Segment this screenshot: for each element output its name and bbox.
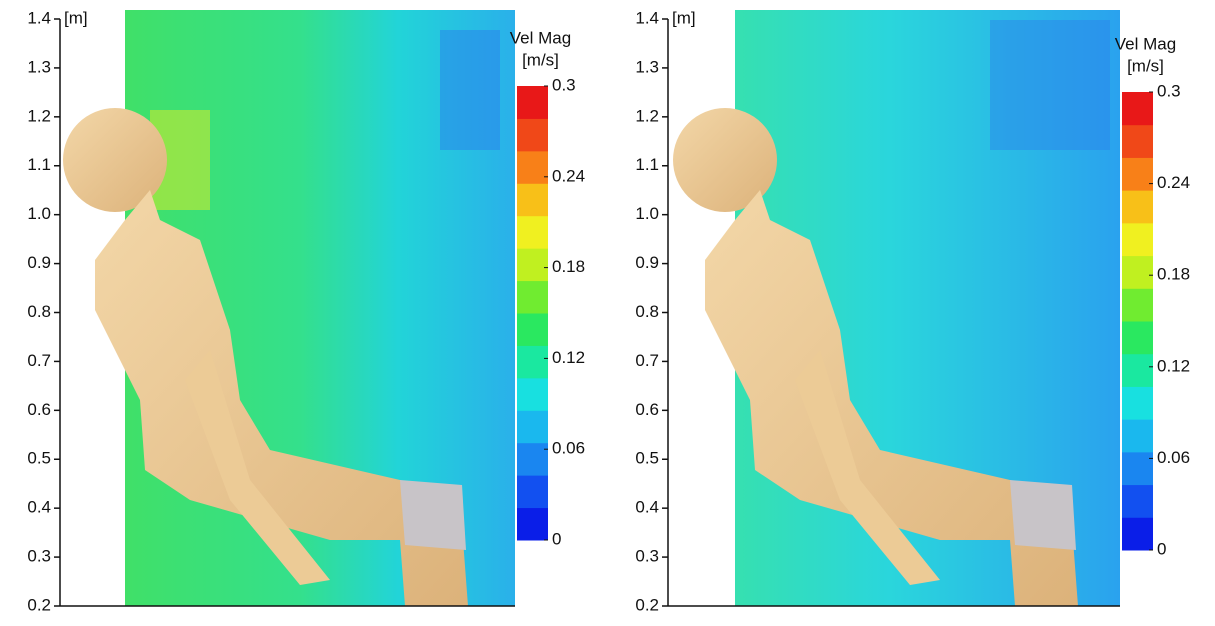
- y-tick-label: 1.2: [27, 106, 51, 125]
- y-tick-label: 0.3: [635, 547, 659, 566]
- mannequin: [60, 10, 468, 606]
- colorbar-tick-label: 0.3: [1157, 81, 1181, 100]
- y-tick-label: 0.8: [635, 302, 659, 321]
- colorbar-band: [517, 118, 548, 152]
- y-tick-label: 1.1: [635, 155, 659, 174]
- y-tick-label: 0.9: [635, 253, 659, 272]
- y-tick-label: 0.5: [635, 449, 659, 468]
- y-tick-label: 0.2: [635, 595, 659, 614]
- colorbar-tick-label: 0.06: [552, 439, 585, 458]
- colorbar-band: [517, 475, 548, 509]
- colorbar-band: [1122, 484, 1153, 518]
- y-tick-label: 1.3: [27, 57, 51, 76]
- colorbar-band: [1122, 419, 1153, 453]
- colorbar-band: [1122, 386, 1153, 420]
- colorbar-band: [517, 410, 548, 444]
- y-tick-label: 0.8: [27, 302, 51, 321]
- colorbar-band: [517, 248, 548, 282]
- y-tick-label: 1.0: [27, 204, 51, 223]
- y-tick-label: 1.4: [635, 8, 659, 27]
- colorbar-band: [1122, 190, 1153, 224]
- colorbar-band: [1122, 517, 1153, 551]
- colorbar-band: [517, 280, 548, 314]
- y-tick-label: 0.4: [635, 498, 659, 517]
- colorbar-tick-label: 0: [552, 529, 561, 548]
- colorbar-band: [1122, 255, 1153, 289]
- y-tick-label: 1.0: [635, 204, 659, 223]
- y-tick-label: 0.2: [27, 595, 51, 614]
- colorbar-band: [517, 507, 548, 541]
- colorbar-tick-label: 0.3: [552, 75, 576, 94]
- colorbar-title: Vel Mag: [1115, 34, 1176, 53]
- y-tick-label: 0.6: [27, 400, 51, 419]
- colorbar-band: [517, 183, 548, 217]
- colorbar-tick-label: 0.06: [1157, 448, 1190, 467]
- colorbar-band: [1122, 321, 1153, 355]
- colorbar-band: [517, 215, 548, 249]
- colorbar-band: [517, 442, 548, 476]
- colorbar-band: [517, 150, 548, 184]
- velocity-field-low: [990, 20, 1110, 150]
- colorbar-band: [517, 313, 548, 346]
- colorbar-tick-label: 0.12: [552, 348, 585, 367]
- colorbar-band: [517, 86, 548, 119]
- colorbar-tick-label: 0.18: [552, 257, 585, 276]
- colorbar-tick-label: 0.24: [1157, 173, 1190, 192]
- y-tick-label: 0.5: [27, 449, 51, 468]
- colorbar-band: [1122, 451, 1153, 486]
- y-tick-label: 0.9: [27, 253, 51, 272]
- colorbar-tick-label: 0: [1157, 539, 1166, 558]
- y-tick-label: 1.3: [635, 57, 659, 76]
- y-tick-label: 1.4: [27, 8, 51, 27]
- y-unit: [m]: [64, 8, 88, 27]
- colorbar-band: [1122, 92, 1153, 126]
- velocity-field-low: [440, 30, 500, 150]
- colorbar-band: [1122, 222, 1153, 257]
- colorbar-band: [1122, 353, 1153, 387]
- y-tick-label: 0.3: [27, 547, 51, 566]
- colorbar-band: [1122, 288, 1153, 322]
- y-tick-label: 0.7: [27, 351, 51, 370]
- mannequin: [668, 10, 1078, 606]
- y-tick-label: 0.4: [27, 498, 51, 517]
- y-tick-label: 1.1: [27, 155, 51, 174]
- colorbar-band: [1122, 124, 1153, 158]
- colorbar-unit: [m/s]: [522, 50, 559, 69]
- colorbar-unit: [m/s]: [1127, 56, 1164, 75]
- colorbar-tick-label: 0.18: [1157, 265, 1190, 284]
- colorbar-band: [517, 345, 548, 379]
- y-unit: [m]: [672, 8, 696, 27]
- colorbar-tick-label: 0.24: [552, 166, 585, 185]
- colorbar-title: Vel Mag: [510, 28, 571, 47]
- y-tick-label: 0.6: [635, 400, 659, 419]
- colorbar-band: [1122, 157, 1153, 191]
- colorbar-tick-label: 0.12: [1157, 356, 1190, 375]
- colorbar-band: [517, 377, 548, 411]
- y-tick-label: 1.2: [635, 106, 659, 125]
- y-tick-label: 0.7: [635, 351, 659, 370]
